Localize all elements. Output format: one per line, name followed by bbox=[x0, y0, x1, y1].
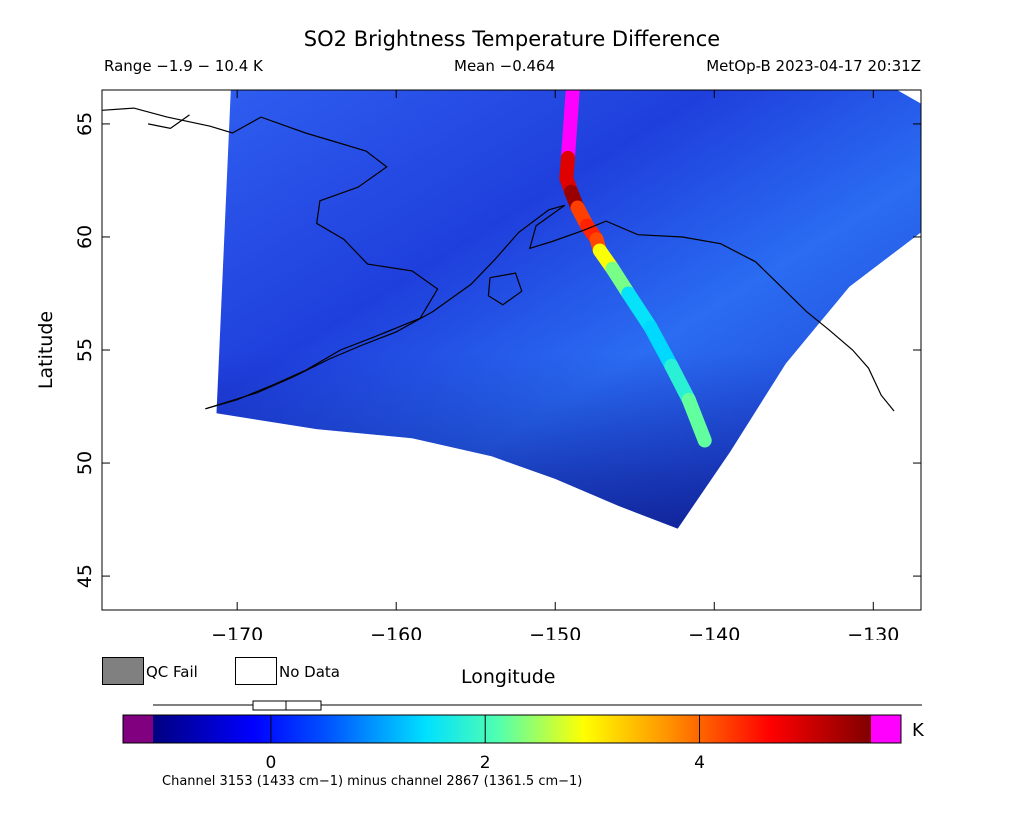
coastline bbox=[147, 114, 190, 130]
colorbar-gradient bbox=[153, 715, 871, 743]
x-tick-label: −150 bbox=[529, 624, 581, 640]
y-tick-label: 60 bbox=[74, 225, 96, 249]
colorbar-tick-label: 0 bbox=[265, 753, 276, 773]
axes: −170 −160 −150 −140 −130 45 50 55 60 65 bbox=[74, 90, 921, 640]
range-label: Range −1.9 − 10.4 K bbox=[104, 57, 263, 75]
satellite-time-label: MetOp-B 2023-04-17 20:31Z bbox=[706, 57, 921, 75]
colorbar-frame bbox=[122, 714, 902, 744]
colorbar-ticks: 0 2 4 bbox=[265, 715, 705, 773]
y-tick-label: 65 bbox=[74, 112, 96, 136]
plume-segment bbox=[643, 320, 679, 373]
y-axis-label: Latitude bbox=[35, 310, 57, 390]
no-data-label: No Data bbox=[279, 663, 340, 681]
qc-fail-swatch bbox=[102, 657, 144, 685]
plume-segment bbox=[681, 392, 712, 448]
colorbar-unit: K bbox=[912, 720, 924, 741]
chart-title: SO2 Brightness Temperature Difference bbox=[303, 27, 721, 51]
x-axis-label: Longitude bbox=[461, 666, 556, 688]
swath-layer bbox=[216, 90, 921, 529]
colorbar-over-swatch bbox=[871, 715, 901, 743]
colorbar-under-swatch bbox=[123, 715, 153, 743]
coastline bbox=[487, 272, 523, 306]
coastline bbox=[102, 107, 439, 410]
x-tick-label: −130 bbox=[847, 624, 899, 640]
colorbar-tick-label: 2 bbox=[480, 753, 491, 773]
x-tick-label: −140 bbox=[688, 624, 740, 640]
coastline-layer bbox=[102, 107, 895, 412]
x-tick-label: −160 bbox=[370, 624, 422, 640]
qc-fail-label: QC Fail bbox=[146, 663, 198, 681]
mean-label: Mean −0.464 bbox=[454, 57, 556, 75]
x-tick-label: −170 bbox=[211, 624, 263, 640]
y-tick-label: 45 bbox=[74, 564, 96, 588]
y-tick-label: 55 bbox=[74, 338, 96, 362]
y-tick-label: 50 bbox=[74, 451, 96, 475]
no-data-swatch bbox=[235, 657, 277, 685]
swath-south-edge bbox=[216, 90, 921, 529]
channel-footnote: Channel 3153 (1433 cm−1) minus channel 2… bbox=[162, 774, 583, 789]
coastline bbox=[205, 204, 895, 412]
plot-area: −170 −160 −150 −140 −130 45 50 55 60 65 bbox=[74, 89, 922, 640]
colorbar-mean-box bbox=[252, 700, 322, 711]
colorbar-tick-label: 4 bbox=[694, 753, 705, 773]
plume-layer bbox=[559, 90, 712, 448]
